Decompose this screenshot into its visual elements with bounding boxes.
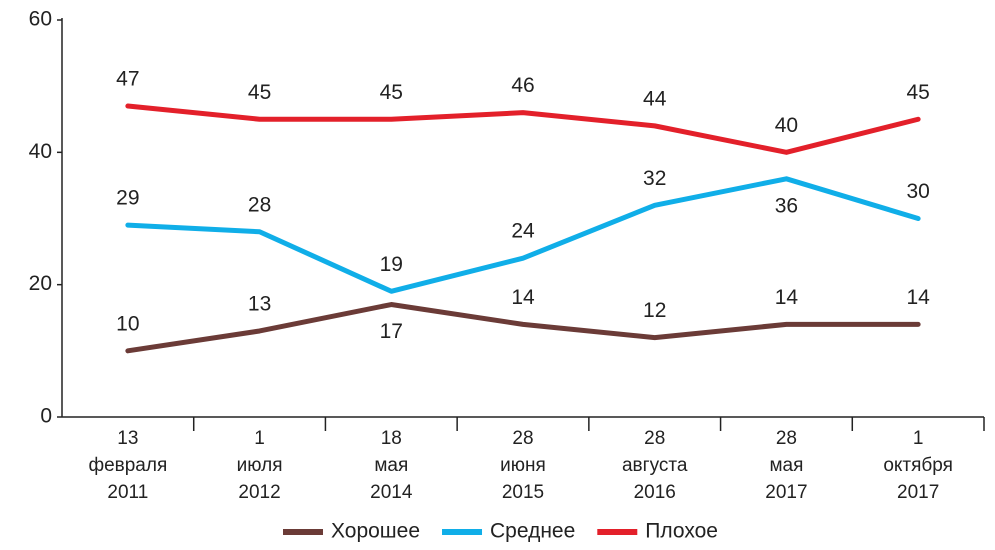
x-tick-label: 2014 — [370, 482, 413, 503]
x-tick-label: июня — [500, 455, 546, 476]
x-tick-label: 18 — [381, 428, 402, 449]
data-label: 30 — [906, 180, 929, 203]
data-label: 14 — [775, 286, 799, 309]
x-tick-label: 2015 — [502, 482, 544, 503]
data-label: 29 — [116, 187, 139, 210]
data-label: 19 — [380, 253, 403, 276]
x-tick-label: августа — [622, 455, 688, 476]
x-tick-label: 1 — [254, 428, 265, 449]
data-label: 40 — [775, 114, 798, 137]
data-label: 44 — [643, 87, 667, 110]
x-tick-label: июля — [237, 455, 283, 476]
x-tick-label: 28 — [776, 428, 797, 449]
x-tick-label: октября — [883, 455, 953, 476]
legend-label: Хорошее — [331, 520, 420, 543]
data-label: 13 — [248, 293, 271, 316]
data-label: 46 — [511, 74, 534, 97]
data-label: 45 — [248, 81, 271, 104]
legend-label: Среднее — [490, 520, 575, 543]
x-tick-label: 1 — [913, 428, 924, 449]
data-label: 24 — [511, 220, 535, 243]
x-tick-label: 28 — [512, 428, 533, 449]
data-label: 10 — [116, 312, 139, 335]
x-tick-label: 13 — [117, 428, 138, 449]
data-label: 45 — [380, 81, 403, 104]
y-tick-label: 20 — [29, 272, 52, 295]
x-tick-label: мая — [769, 455, 803, 476]
data-label: 32 — [643, 167, 666, 190]
x-tick-label: мая — [374, 455, 408, 476]
series-line — [125, 302, 921, 354]
x-tick-label: февраля — [88, 455, 167, 476]
y-tick-label: 60 — [29, 8, 52, 31]
data-label: 12 — [643, 299, 666, 322]
data-label: 17 — [380, 320, 403, 343]
x-tick-label: 2011 — [107, 482, 148, 503]
x-tick-label: 2016 — [634, 482, 676, 503]
series-line — [125, 176, 921, 294]
y-tick-label: 40 — [29, 140, 52, 163]
data-label: 45 — [906, 81, 929, 104]
y-tick-label: 0 — [40, 405, 52, 428]
data-label: 14 — [906, 286, 930, 309]
x-tick-label: 2012 — [238, 482, 280, 503]
series-line — [125, 103, 921, 155]
data-label: 28 — [248, 193, 271, 216]
data-label: 36 — [775, 194, 798, 217]
data-label: 14 — [511, 286, 535, 309]
legend-label: Плохое — [645, 520, 718, 543]
x-tick-label: 28 — [644, 428, 665, 449]
x-tick-label: 2017 — [765, 482, 807, 503]
x-tick-label: 2017 — [897, 482, 939, 503]
data-label: 47 — [116, 68, 139, 91]
